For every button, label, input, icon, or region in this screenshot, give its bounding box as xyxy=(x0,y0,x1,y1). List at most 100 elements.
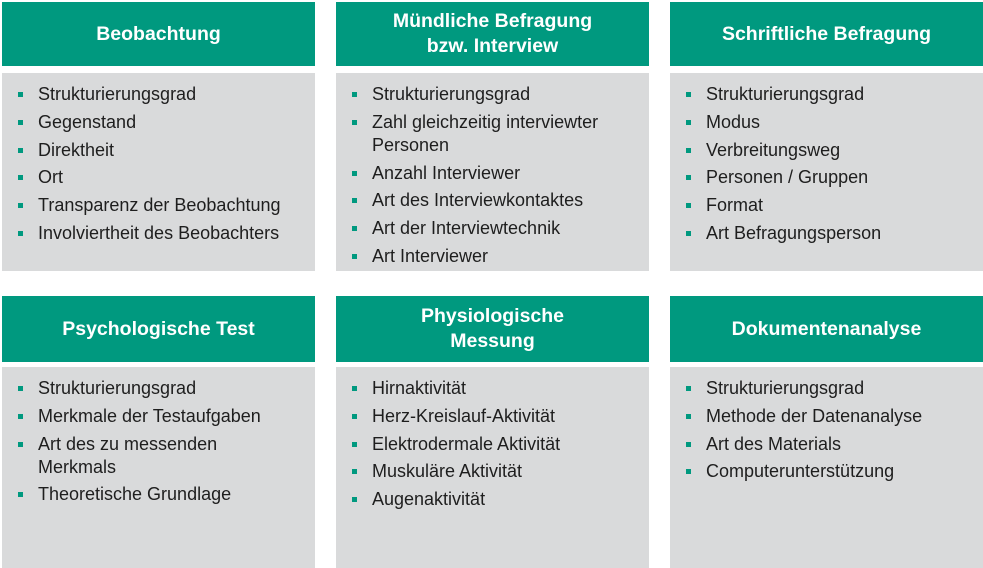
card-header: Psychologische Test xyxy=(2,296,315,362)
item-text: Muskuläre Aktivität xyxy=(372,461,523,482)
list-item: Herz-Kreislauf-Aktivität xyxy=(350,405,637,428)
item-text: Computerunterstützung xyxy=(706,461,895,482)
card-body: Strukturierungsgrad Zahl gleichzeitig in… xyxy=(336,73,649,271)
list-item: Personen / Gruppen xyxy=(684,166,971,189)
bullet-icon xyxy=(686,203,691,209)
bullet-icon xyxy=(352,119,357,125)
card-title: Physiologische Messung xyxy=(420,305,565,352)
item-text: Verbreitungsweg xyxy=(706,139,841,160)
bullet-icon xyxy=(18,119,23,125)
item-list: Strukturierungsgrad Zahl gleichzeitig in… xyxy=(350,83,637,268)
bullet-icon xyxy=(18,147,23,153)
bullet-icon xyxy=(686,230,691,236)
item-text: Zahl gleichzeitig interviewter Personen xyxy=(372,111,599,155)
item-text: Art Interviewer xyxy=(372,245,489,266)
card-header: Dokumentenanalyse xyxy=(670,296,983,362)
list-item: Computerunterstützung xyxy=(684,460,971,483)
item-text: Methode der Datenanalyse xyxy=(706,405,923,426)
item-text: Strukturierungsgrad xyxy=(706,378,865,398)
bullet-icon xyxy=(352,413,357,419)
card-title: Psychologische Test xyxy=(62,317,255,340)
bullet-icon xyxy=(18,203,23,209)
list-item: Strukturierungsgrad xyxy=(16,83,303,106)
bullet-icon xyxy=(352,170,357,176)
item-text: Theoretische Grundlage xyxy=(38,484,232,505)
list-item: Strukturierungsgrad xyxy=(684,377,971,400)
item-text: Art des zu messenden Merkmals xyxy=(38,433,218,477)
card-header: Schriftliche Befragung xyxy=(670,2,983,66)
bullet-icon xyxy=(352,92,357,97)
card-title: Beobachtung xyxy=(96,22,221,45)
list-item: Strukturierungsgrad xyxy=(350,83,637,106)
bullet-icon xyxy=(686,119,691,125)
item-text: Direktheit xyxy=(38,139,115,160)
item-text: Strukturierungsgrad xyxy=(706,84,865,104)
list-item: Augenaktivität xyxy=(350,488,637,511)
item-list: Strukturierungsgrad Modus Verbreitungswe… xyxy=(684,83,971,245)
bullet-icon xyxy=(352,198,357,204)
bullet-icon xyxy=(686,147,691,153)
item-text: Art der Interviewtechnik xyxy=(372,218,561,239)
item-text: Art des Interviewkontaktes xyxy=(372,190,584,211)
bullet-icon xyxy=(352,497,357,503)
card-body: Strukturierungsgrad Gegenstand Direkthei… xyxy=(2,73,315,271)
list-item: Muskuläre Aktivität xyxy=(350,460,637,483)
card-title: Dokumentenanalyse xyxy=(731,317,922,340)
card-body: Strukturierungsgrad Methode der Datenana… xyxy=(670,367,983,568)
item-text: Anzahl Interviewer xyxy=(372,162,521,183)
list-item: Strukturierungsgrad xyxy=(16,377,303,400)
list-item: Gegenstand xyxy=(16,111,303,134)
list-item: Involviertheit des Beobachters xyxy=(16,222,303,245)
item-text: Ort xyxy=(38,167,63,188)
card-body: Strukturierungsgrad Merkmale der Testauf… xyxy=(2,367,315,568)
list-item: Methode der Datenanalyse xyxy=(684,405,971,428)
bullet-icon xyxy=(352,226,357,232)
list-item: Direktheit xyxy=(16,139,303,162)
item-text: Format xyxy=(706,195,764,216)
bullet-icon xyxy=(18,386,23,391)
item-text: Transparenz der Beobachtung xyxy=(38,195,281,216)
item-text: Herz-Kreislauf-Aktivität xyxy=(372,405,556,426)
bullet-icon xyxy=(686,92,691,97)
item-text: Merkmale der Testaufgaben xyxy=(38,405,261,426)
item-text: Strukturierungsgrad xyxy=(38,378,197,398)
bullet-icon xyxy=(18,492,23,498)
item-text: Strukturierungsgrad xyxy=(372,84,531,104)
list-item: Art der Interviewtechnik xyxy=(350,217,637,240)
item-text: Personen / Gruppen xyxy=(706,167,869,188)
item-text: Strukturierungsgrad xyxy=(38,84,197,104)
list-item: Verbreitungsweg xyxy=(684,139,971,162)
bullet-icon xyxy=(686,413,691,419)
list-item: Art Befragungsperson xyxy=(684,222,971,245)
list-item: Art Interviewer xyxy=(350,245,637,268)
list-item: Merkmale der Testaufgaben xyxy=(16,405,303,428)
list-item: Art des Materials xyxy=(684,433,971,456)
item-list: Strukturierungsgrad Gegenstand Direkthei… xyxy=(16,83,303,245)
list-item: Transparenz der Beobachtung xyxy=(16,194,303,217)
card-header: Beobachtung xyxy=(2,2,315,66)
bullet-icon xyxy=(18,441,23,447)
bullet-icon xyxy=(352,253,357,259)
item-text: Involviertheit des Beobachters xyxy=(38,222,280,243)
card-body: Hirnaktivität Herz-Kreislauf-Aktivität E… xyxy=(336,367,649,568)
card-title: Mündliche Befragung bzw. Interview xyxy=(392,10,593,57)
list-item: Theoretische Grundlage xyxy=(16,483,303,506)
bullet-icon xyxy=(18,230,23,236)
item-text: Elektrodermale Aktivität xyxy=(372,433,561,454)
list-item: Art des zu messenden Merkmals xyxy=(16,433,303,479)
bullet-icon xyxy=(18,413,23,419)
item-text: Art Befragungsperson xyxy=(706,222,882,243)
list-item: Format xyxy=(684,194,971,217)
item-list: Strukturierungsgrad Merkmale der Testauf… xyxy=(16,377,303,506)
item-text: Hirnaktivität xyxy=(372,378,467,398)
bullet-icon xyxy=(18,175,23,181)
item-list: Hirnaktivität Herz-Kreislauf-Aktivität E… xyxy=(350,377,637,511)
card-header: Physiologische Messung xyxy=(336,296,649,362)
bullet-icon xyxy=(352,386,357,391)
list-item: Ort xyxy=(16,166,303,189)
item-text: Gegenstand xyxy=(38,111,137,132)
list-item: Strukturierungsgrad xyxy=(684,83,971,106)
bullet-icon xyxy=(352,469,357,475)
bullet-icon xyxy=(686,386,691,391)
bullet-icon xyxy=(18,92,23,97)
